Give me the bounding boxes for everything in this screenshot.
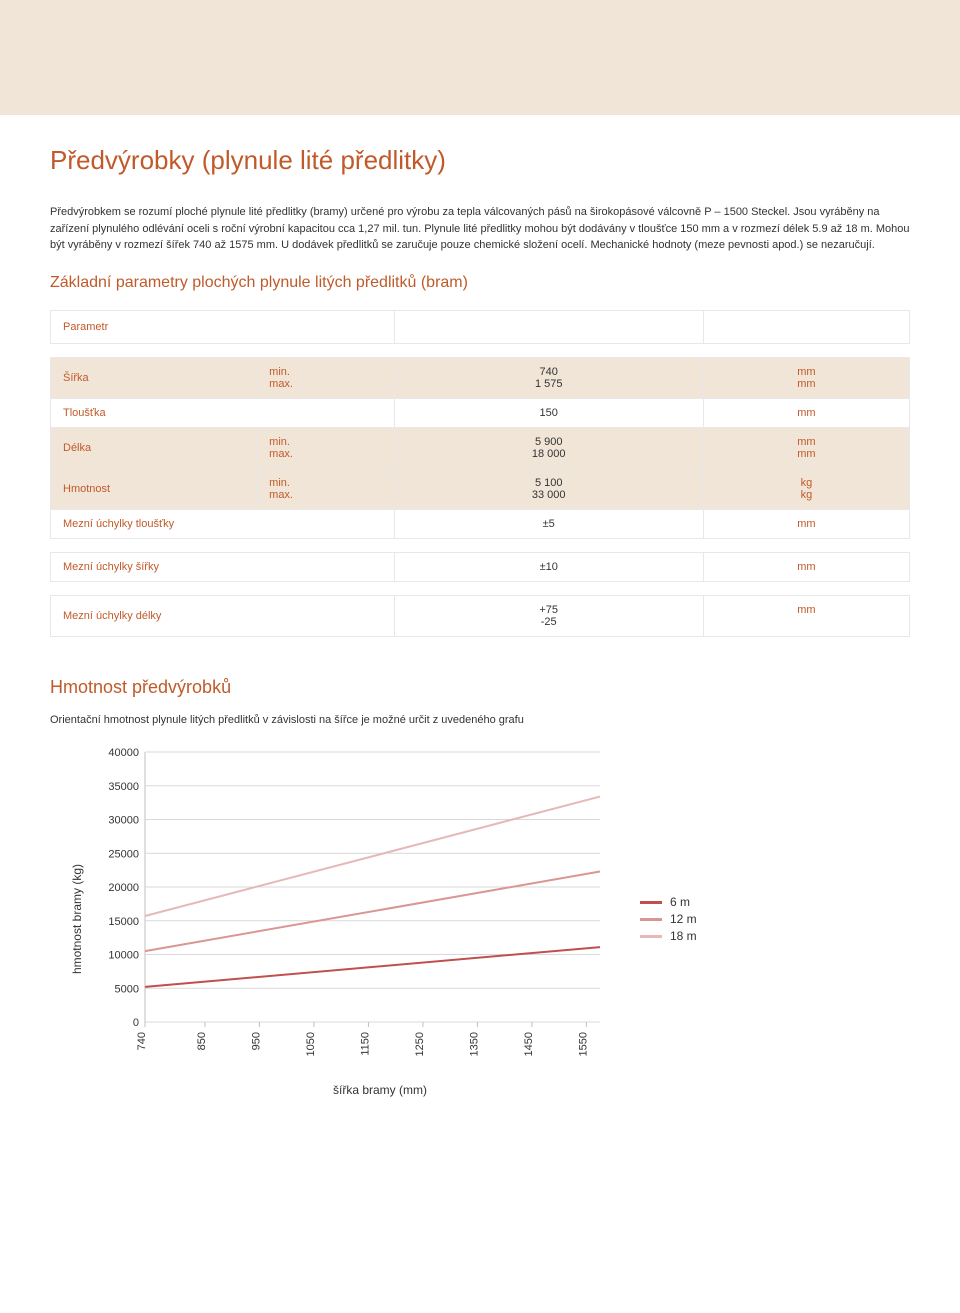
legend-swatch bbox=[640, 901, 662, 904]
row-uchylky-sirky: Mezní úchylky šířky ±10 mm bbox=[51, 552, 910, 581]
cell-value: 5 90018 000 bbox=[394, 427, 703, 468]
row-uchylky-tloustky: Mezní úchylky tloušťky ±5 mm bbox=[51, 509, 910, 538]
row-sirka: Šířka min.max. 7401 575 mmmm bbox=[51, 357, 910, 398]
svg-text:1350: 1350 bbox=[468, 1032, 480, 1056]
svg-text:30000: 30000 bbox=[108, 814, 139, 826]
legend-label: 18 m bbox=[670, 929, 697, 943]
cell-label: Mezní úchylky šířky bbox=[51, 552, 395, 581]
cell-label: Šířka bbox=[51, 357, 257, 398]
section-title: Základní parametry plochých plynule litý… bbox=[50, 274, 910, 292]
cell-label: Mezní úchylky tloušťky bbox=[51, 509, 395, 538]
svg-text:0: 0 bbox=[133, 1017, 139, 1029]
cell-unit: mm bbox=[703, 595, 909, 636]
legend-item: 12 m bbox=[640, 912, 697, 926]
cell-unit: mm bbox=[703, 552, 909, 581]
svg-text:20000: 20000 bbox=[108, 882, 139, 894]
row-hmotnost: Hmotnost min.max. 5 10033 000 kgkg bbox=[51, 468, 910, 509]
svg-text:740: 740 bbox=[136, 1032, 148, 1050]
svg-text:950: 950 bbox=[250, 1032, 262, 1050]
svg-text:1550: 1550 bbox=[577, 1032, 589, 1056]
cell-unit: mm bbox=[703, 398, 909, 427]
chart-section-title: Hmotnost předvýrobků bbox=[50, 677, 910, 698]
cell-unit: mmmm bbox=[703, 357, 909, 398]
chart-legend: 6 m 12 m 18 m bbox=[640, 892, 697, 946]
row-tloustka: Tloušťka 150 mm bbox=[51, 398, 910, 427]
svg-text:10000: 10000 bbox=[108, 949, 139, 961]
legend-item: 6 m bbox=[640, 895, 697, 909]
line-chart: 0 5000 10000 15000 20000 25000 30000 35000 40000… bbox=[90, 742, 610, 1072]
cell-minmax: min.max. bbox=[257, 357, 394, 398]
svg-text:40000: 40000 bbox=[108, 747, 139, 759]
cell-value: +75-25 bbox=[394, 595, 703, 636]
svg-text:5000: 5000 bbox=[115, 983, 139, 995]
cell-label: Mezní úchylky délky bbox=[51, 595, 395, 636]
cell-label: Hmotnost bbox=[51, 468, 257, 509]
chart-intro: Orientační hmotnost plynule litých předl… bbox=[50, 714, 910, 726]
legend-swatch bbox=[640, 935, 662, 938]
cell-unit: kgkg bbox=[703, 468, 909, 509]
cell-value: ±10 bbox=[394, 552, 703, 581]
table-header-value bbox=[394, 310, 703, 343]
legend-item: 18 m bbox=[640, 929, 697, 943]
chart-x-axis-label: šířka bramy (mm) bbox=[150, 1083, 610, 1097]
svg-text:1150: 1150 bbox=[359, 1032, 371, 1056]
legend-label: 6 m bbox=[670, 895, 690, 909]
svg-text:1050: 1050 bbox=[305, 1032, 317, 1056]
legend-swatch bbox=[640, 918, 662, 921]
svg-text:850: 850 bbox=[196, 1032, 208, 1050]
svg-text:25000: 25000 bbox=[108, 848, 139, 860]
legend-label: 12 m bbox=[670, 912, 697, 926]
cell-label: Délka bbox=[51, 427, 257, 468]
chart-area: hmotnost bramy (kg) 0 5000 10000 15000 20000… bbox=[50, 742, 910, 1097]
cell-value: 5 10033 000 bbox=[394, 468, 703, 509]
page-content: Předvýrobky (plynule lité předlitky) Pře… bbox=[0, 115, 960, 1117]
header-band bbox=[0, 0, 960, 115]
intro-paragraph: Předvýrobkem se rozumí ploché plynule li… bbox=[50, 204, 910, 254]
cell-value: ±5 bbox=[394, 509, 703, 538]
parameters-table: Parametr Šířka min.max. 7401 575 mmmm Tl… bbox=[50, 310, 910, 637]
cell-unit: mm bbox=[703, 509, 909, 538]
chart-y-axis-label: hmotnost bramy (kg) bbox=[70, 864, 84, 974]
row-uchylky-delky: Mezní úchylky délky +75-25 mm bbox=[51, 595, 910, 636]
svg-text:1450: 1450 bbox=[523, 1032, 535, 1056]
cell-value: 7401 575 bbox=[394, 357, 703, 398]
table-header-unit bbox=[703, 310, 909, 343]
svg-text:1250: 1250 bbox=[414, 1032, 426, 1056]
svg-text:35000: 35000 bbox=[108, 780, 139, 792]
svg-text:15000: 15000 bbox=[108, 915, 139, 927]
cell-minmax: min.max. bbox=[257, 427, 394, 468]
cell-label: Tloušťka bbox=[51, 398, 395, 427]
table-header-parametr: Parametr bbox=[51, 310, 395, 343]
page-title: Předvýrobky (plynule lité předlitky) bbox=[50, 145, 910, 176]
row-delka: Délka min.max. 5 90018 000 mmmm bbox=[51, 427, 910, 468]
cell-value: 150 bbox=[394, 398, 703, 427]
cell-unit: mmmm bbox=[703, 427, 909, 468]
cell-minmax: min.max. bbox=[257, 468, 394, 509]
